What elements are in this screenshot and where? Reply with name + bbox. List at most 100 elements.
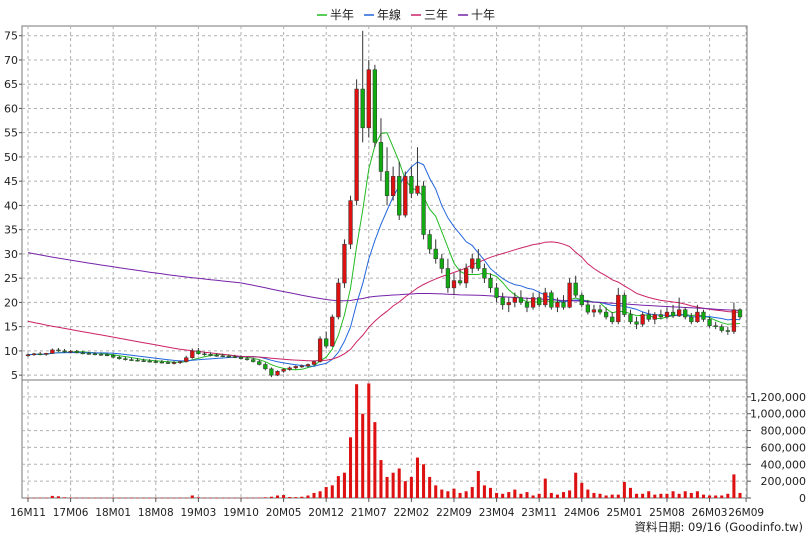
volume-bar-44 xyxy=(294,497,298,498)
candle-body-11 xyxy=(92,353,98,356)
candle-body-100 xyxy=(634,321,639,325)
volume-bar-101 xyxy=(641,493,645,498)
x-tick-label-13: 24M06 xyxy=(564,507,600,519)
volume-bar-58 xyxy=(379,460,383,498)
candle-body-73 xyxy=(470,258,475,269)
x-tick-label-5: 19M10 xyxy=(223,507,259,519)
candlestick-series xyxy=(25,30,743,378)
volume-bar-2 xyxy=(38,497,42,499)
volume-bar-103 xyxy=(653,494,657,498)
candle-body-22 xyxy=(159,361,165,364)
candle-body-84 xyxy=(537,297,542,306)
volume-bar-4 xyxy=(50,495,54,498)
volume-axis-ticks: 0 200,000 400,000 600,000 800,000 1,000,000 1,… xyxy=(747,391,806,505)
candle-body-77 xyxy=(494,287,499,298)
candle-body-95 xyxy=(603,311,609,318)
candle-body-9 xyxy=(80,352,85,355)
ma-line-1 xyxy=(27,161,741,367)
candle-body-46 xyxy=(305,364,311,367)
candle-body-58 xyxy=(378,142,384,172)
candle-body-6 xyxy=(62,350,67,353)
x-tick-label-6: 20M05 xyxy=(266,507,302,519)
candle-body-78 xyxy=(500,297,505,306)
x-tick-label-17: 26M09 xyxy=(728,507,764,519)
candle-body-5 xyxy=(56,349,61,352)
candle-body-97 xyxy=(616,294,621,323)
candle-body-71 xyxy=(457,280,463,284)
volume-bar-74 xyxy=(476,471,480,498)
volume-bar-65 xyxy=(422,464,426,498)
volume-bar-14 xyxy=(111,497,115,499)
volume-bar-24 xyxy=(172,497,176,499)
volume-bar-57 xyxy=(373,422,377,498)
volume-bar-111 xyxy=(701,494,706,498)
volume-bar-52 xyxy=(342,472,346,498)
candle-body-62 xyxy=(403,176,408,216)
volume-tick-label-2: 400,000 xyxy=(761,458,807,471)
volume-bar-26 xyxy=(184,497,188,499)
candle-body-89 xyxy=(567,282,572,308)
volume-bar-1 xyxy=(32,497,36,499)
candle-body-98 xyxy=(622,294,627,315)
price-tick-label-1: 10 xyxy=(4,345,18,358)
volume-bar-29 xyxy=(202,497,206,499)
candle-body-10 xyxy=(86,353,91,355)
candle-body-19 xyxy=(141,360,146,362)
volume-bar-106 xyxy=(671,491,675,498)
candle-body-4 xyxy=(50,349,55,354)
price-tick-label-3: 20 xyxy=(4,296,18,309)
price-tick-label-7: 40 xyxy=(4,199,18,212)
candle-body-47 xyxy=(311,361,317,365)
candle-body-2 xyxy=(38,353,43,356)
volume-bar-48 xyxy=(318,491,322,498)
candle-body-74 xyxy=(476,258,481,269)
candle-body-57 xyxy=(372,69,378,143)
volume-series xyxy=(26,383,742,499)
candle-body-105 xyxy=(664,311,670,318)
volume-bar-0 xyxy=(26,497,30,499)
candle-body-50 xyxy=(330,316,335,347)
candle-body-114 xyxy=(719,326,724,331)
volume-bar-34 xyxy=(233,497,237,499)
grid-lines xyxy=(22,26,747,498)
volume-tick-label-3: 600,000 xyxy=(761,441,807,454)
candle-body-117 xyxy=(737,309,743,318)
candle-body-23 xyxy=(165,362,171,364)
candle-body-37 xyxy=(251,359,256,362)
candle-body-45 xyxy=(299,365,304,368)
volume-bar-39 xyxy=(263,497,267,498)
x-tick-label-16: 26M03 xyxy=(692,507,728,519)
candle-body-101 xyxy=(640,314,645,325)
volume-bar-82 xyxy=(525,492,529,498)
candle-body-70 xyxy=(451,280,457,289)
candle-body-67 xyxy=(433,248,438,260)
candle-body-35 xyxy=(238,356,244,359)
candle-body-16 xyxy=(123,358,128,360)
candle-body-40 xyxy=(269,368,274,376)
price-tick-label-4: 25 xyxy=(4,272,18,285)
candle-body-24 xyxy=(171,362,177,364)
volume-bar-97 xyxy=(616,494,620,498)
volume-bar-104 xyxy=(659,493,663,498)
candle-body-60 xyxy=(390,176,396,196)
volume-bar-86 xyxy=(549,492,553,498)
candle-body-21 xyxy=(153,361,158,363)
x-tick-label-9: 22M02 xyxy=(393,507,429,519)
price-tick-label-2: 15 xyxy=(4,321,18,334)
candle-body-86 xyxy=(549,292,554,308)
candle-body-61 xyxy=(397,176,402,216)
legend-label-1: 年線 xyxy=(377,7,401,22)
x-tick-label-1: 17M06 xyxy=(53,507,89,519)
x-tick-label-0: 16M11 xyxy=(10,507,46,519)
volume-bar-87 xyxy=(555,494,559,498)
volume-bar-60 xyxy=(391,472,395,498)
volume-bar-38 xyxy=(257,497,261,499)
volume-bar-68 xyxy=(440,489,444,498)
candle-body-68 xyxy=(439,258,444,269)
x-tick-label-4: 19M03 xyxy=(181,507,217,519)
volume-bar-17 xyxy=(129,497,133,499)
candle-body-54 xyxy=(354,88,359,201)
candle-body-82 xyxy=(524,302,530,308)
volume-bar-19 xyxy=(142,497,146,499)
